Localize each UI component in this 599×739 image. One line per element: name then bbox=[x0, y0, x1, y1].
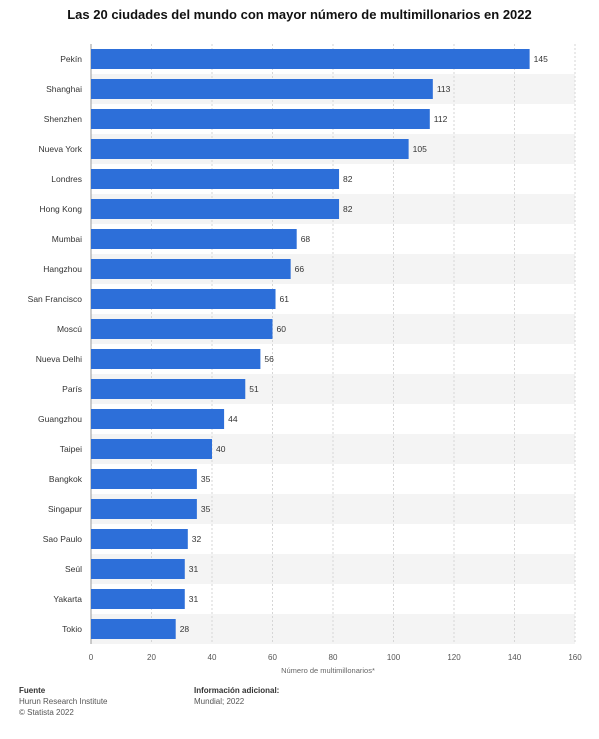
bar bbox=[91, 319, 273, 339]
value-label: 31 bbox=[189, 594, 199, 604]
x-tick-label: 160 bbox=[568, 653, 582, 662]
value-label: 35 bbox=[201, 474, 211, 484]
category-label: Tokio bbox=[62, 624, 82, 634]
value-label: 82 bbox=[343, 204, 353, 214]
chart-title: Las 20 ciudades del mundo con mayor núme… bbox=[67, 7, 532, 22]
additional-info-text: Mundial; 2022 bbox=[194, 697, 245, 706]
value-label: 61 bbox=[280, 294, 290, 304]
value-label: 82 bbox=[343, 174, 353, 184]
category-label: Londres bbox=[51, 174, 82, 184]
value-label: 66 bbox=[295, 264, 305, 274]
x-tick-label: 120 bbox=[447, 653, 461, 662]
category-label: Singapur bbox=[48, 504, 82, 514]
category-label: San Francisco bbox=[28, 294, 83, 304]
x-tick-label: 40 bbox=[208, 653, 217, 662]
category-label: Guangzhou bbox=[38, 414, 82, 424]
source-block: Fuente Hurun Research Institute © Statis… bbox=[19, 685, 108, 718]
bar bbox=[91, 169, 340, 189]
bar bbox=[91, 589, 185, 609]
value-label: 60 bbox=[277, 324, 287, 334]
value-label: 56 bbox=[264, 354, 274, 364]
bar bbox=[91, 379, 246, 399]
bar bbox=[91, 619, 176, 639]
x-tick-label: 100 bbox=[387, 653, 401, 662]
bar bbox=[91, 229, 297, 249]
source-name: Hurun Research Institute bbox=[19, 697, 108, 706]
additional-info-heading: Información adicional: bbox=[194, 686, 280, 695]
value-label: 113 bbox=[437, 84, 451, 94]
category-label: Hong Kong bbox=[39, 204, 82, 214]
value-label: 145 bbox=[534, 54, 548, 64]
value-label: 40 bbox=[216, 444, 226, 454]
category-label: Seúl bbox=[65, 564, 82, 574]
value-label: 105 bbox=[413, 144, 427, 154]
value-label: 51 bbox=[249, 384, 259, 394]
x-tick-label: 60 bbox=[268, 653, 277, 662]
x-tick-label: 20 bbox=[147, 653, 156, 662]
x-tick-label: 80 bbox=[329, 653, 338, 662]
category-label: Moscú bbox=[57, 324, 82, 334]
category-label: Nueva York bbox=[39, 144, 83, 154]
bar bbox=[91, 559, 185, 579]
bar bbox=[91, 49, 530, 69]
category-label: Taipei bbox=[60, 444, 82, 454]
category-label: Shanghai bbox=[46, 84, 82, 94]
value-label: 44 bbox=[228, 414, 238, 424]
bar bbox=[91, 199, 340, 219]
value-label: 32 bbox=[192, 534, 202, 544]
category-label: Shenzhen bbox=[44, 114, 83, 124]
bar bbox=[91, 289, 276, 309]
category-label: Nueva Delhi bbox=[36, 354, 82, 364]
value-label: 68 bbox=[301, 234, 311, 244]
source-heading: Fuente bbox=[19, 686, 46, 695]
bar bbox=[91, 349, 261, 369]
bar-chart: Pekín 145 Shanghai 113 Shenzhen 112 Nueva York… bbox=[28, 44, 582, 675]
category-label: Hangzhou bbox=[43, 264, 82, 274]
bar bbox=[91, 139, 409, 159]
bar bbox=[91, 79, 433, 99]
category-label: Bangkok bbox=[49, 474, 83, 484]
bar bbox=[91, 109, 430, 129]
category-label: Pekín bbox=[60, 54, 82, 64]
bar bbox=[91, 469, 197, 489]
value-label: 28 bbox=[180, 624, 190, 634]
x-tick-label: 140 bbox=[508, 653, 522, 662]
x-axis-label: Número de multimillonarios* bbox=[281, 666, 375, 675]
category-label: París bbox=[62, 384, 82, 394]
bar bbox=[91, 499, 197, 519]
category-label: Sao Paulo bbox=[43, 534, 82, 544]
x-tick-label: 0 bbox=[89, 653, 94, 662]
category-label: Mumbai bbox=[52, 234, 82, 244]
bar bbox=[91, 439, 212, 459]
value-label: 35 bbox=[201, 504, 211, 514]
bar bbox=[91, 259, 291, 279]
value-label: 112 bbox=[434, 114, 448, 124]
bar bbox=[91, 409, 225, 429]
copyright: © Statista 2022 bbox=[19, 708, 74, 717]
bar bbox=[91, 529, 188, 549]
value-label: 31 bbox=[189, 564, 199, 574]
additional-info-block: Información adicional: Mundial; 2022 bbox=[194, 685, 279, 707]
category-label: Yakarta bbox=[53, 594, 82, 604]
